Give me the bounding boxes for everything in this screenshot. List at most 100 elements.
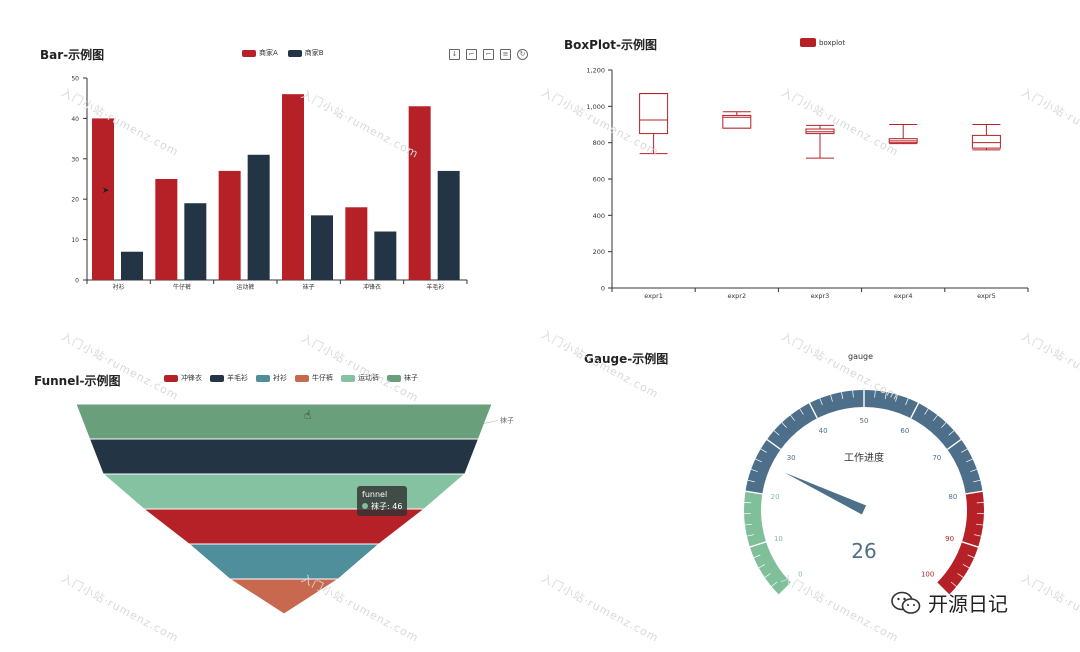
legend-label: 衬衫 — [273, 374, 287, 382]
funnel-panel: Funnel-示例图 冲锋衣 羊毛衫 衬衫 牛仔裤 运动裤 袜子 袜子 funnel 袜子… — [0, 320, 540, 652]
gauge-tick — [747, 479, 755, 483]
bar-chart-panel: Bar-示例图 商家A 商家B ↓ ⌐ ⌐ ≡ ↻ 0 10 20 30 40 50 衬衫 牛… — [0, 0, 540, 320]
y-tick-label: 800 — [593, 139, 605, 147]
funnel-legend-item[interactable]: 牛仔裤 — [295, 373, 333, 383]
bar-b — [121, 251, 143, 280]
gauge-tick-label: 0 — [798, 571, 802, 579]
gauge-tick — [910, 402, 920, 419]
legend-swatch — [287, 49, 302, 57]
funnel-plot: 袜子 — [75, 403, 514, 615]
gauge-panel: Gauge-示例图 gauge 0 10 20 30 40 50 60 70 80 90 100 工作… — [540, 320, 1080, 652]
y-tick-label: 10 — [71, 237, 79, 244]
bar-a — [155, 179, 178, 280]
box-expr5 — [971, 124, 1001, 151]
funnel-legend-item[interactable]: 羊毛衫 — [210, 373, 248, 383]
tooltip-label: 袜子: 46 — [371, 502, 403, 511]
tooltip-dot — [362, 503, 368, 509]
gauge-tick — [961, 541, 979, 548]
legend-label: 运动裤 — [358, 374, 379, 382]
legend-swatch — [387, 374, 401, 382]
funnel-segment — [101, 473, 467, 510]
y-tick-label: 0 — [601, 285, 605, 293]
gauge-tick — [884, 392, 887, 400]
arrow-cursor-icon: ➤ — [102, 186, 110, 196]
gauge-title: Gauge-示例图 — [584, 352, 669, 366]
gauge-tick — [973, 479, 981, 483]
x-tick-label: 袜子 — [303, 283, 315, 291]
gauge-tick — [962, 564, 970, 569]
gauge-value: 26 — [851, 539, 876, 563]
gauge-tick-label: 80 — [948, 493, 957, 501]
gauge-plot: 0 10 20 30 40 50 60 70 80 90 100 工作进度 26 — [744, 389, 984, 596]
funnel-segment — [75, 403, 493, 440]
legend-label: 冲锋衣 — [181, 374, 202, 382]
download-icon[interactable]: ↓ — [449, 49, 460, 60]
gauge-tick — [946, 438, 962, 451]
gauge-tick — [830, 394, 833, 402]
legend-label: 袜子 — [404, 374, 418, 382]
legend-label: 羊毛衫 — [227, 374, 248, 382]
gauge-tick — [750, 469, 758, 473]
refresh-icon[interactable]: ↻ — [517, 49, 528, 60]
gauge-tick — [766, 438, 782, 451]
gauge-tick — [965, 490, 983, 495]
gauge-tick-label: 60 — [900, 427, 909, 435]
y-tick-label: 600 — [593, 176, 605, 184]
x-tick-label: expr2 — [727, 292, 746, 300]
gauge-tick — [808, 402, 818, 419]
gauge-tick — [753, 554, 761, 558]
gauge-tick — [744, 523, 752, 526]
legend-item-series-b[interactable]: 商家B — [287, 48, 324, 58]
gauge-tick — [948, 430, 955, 436]
legend-swatch — [242, 49, 256, 57]
funnel-legend-item[interactable]: 衬衫 — [256, 373, 287, 383]
gauge-tick-label: 10 — [774, 535, 783, 543]
gauge-tick — [905, 398, 909, 406]
bar-b — [247, 154, 270, 280]
gauge-tick — [749, 541, 767, 548]
gauge-tick — [924, 408, 929, 415]
y-tick-label: 40 — [71, 116, 79, 123]
brand-name: 开源日记 — [928, 592, 1008, 616]
funnel-outside-label: 袜子 — [500, 416, 514, 425]
x-tick-label: expr5 — [977, 292, 996, 300]
gauge-tick — [760, 448, 767, 453]
gauge-tick — [841, 392, 844, 400]
funnel-segment — [187, 543, 381, 580]
legend-swatch — [164, 374, 178, 382]
bar-a — [282, 94, 304, 280]
gauge-tick — [764, 573, 771, 578]
gauge-tick-label: 100 — [921, 571, 934, 579]
box-body — [722, 114, 752, 129]
legend-label: 商家B — [304, 49, 324, 57]
gauge-tick — [874, 390, 876, 398]
bar-a — [345, 207, 368, 280]
funnel-legend-item[interactable]: 袜子 — [387, 373, 418, 383]
x-tick-label: 运动裤 — [236, 283, 254, 291]
legend-item-series-a[interactable]: 商家A — [242, 48, 278, 58]
bar-chart-toolbox: ↓ ⌐ ⌐ ≡ ↻ — [449, 49, 528, 60]
legend-swatch — [256, 374, 270, 382]
gauge-series-name: gauge — [848, 352, 874, 361]
gauge-tick-label: 70 — [932, 454, 941, 462]
data-view-icon[interactable]: ⌐ — [483, 49, 494, 60]
restore-icon[interactable]: ⌐ — [466, 49, 477, 60]
funnel-tooltip: funnel 袜子: 46 — [357, 486, 408, 516]
funnel-legend-item[interactable]: 运动裤 — [341, 373, 379, 383]
legend-item-boxplot[interactable]: boxplot — [800, 38, 845, 47]
y-tick-label: 1,000 — [586, 103, 605, 111]
hand-cursor-icon: ☝ — [304, 408, 312, 422]
zoom-icon[interactable]: ≡ — [500, 49, 511, 60]
gauge-band — [744, 491, 792, 595]
bar-a — [92, 118, 114, 281]
bar-a — [218, 170, 241, 280]
funnel-legend-item[interactable]: 冲锋衣 — [164, 373, 202, 383]
tooltip-series: funnel — [362, 490, 388, 499]
gauge-tick — [819, 398, 823, 406]
gauge-tick-label: 20 — [771, 493, 780, 501]
x-tick-label: 冲锋衣 — [363, 283, 381, 291]
gauge-tick — [746, 534, 754, 537]
bar-b — [374, 231, 397, 280]
wechat-icon — [891, 591, 921, 614]
gauge-band — [745, 389, 983, 494]
